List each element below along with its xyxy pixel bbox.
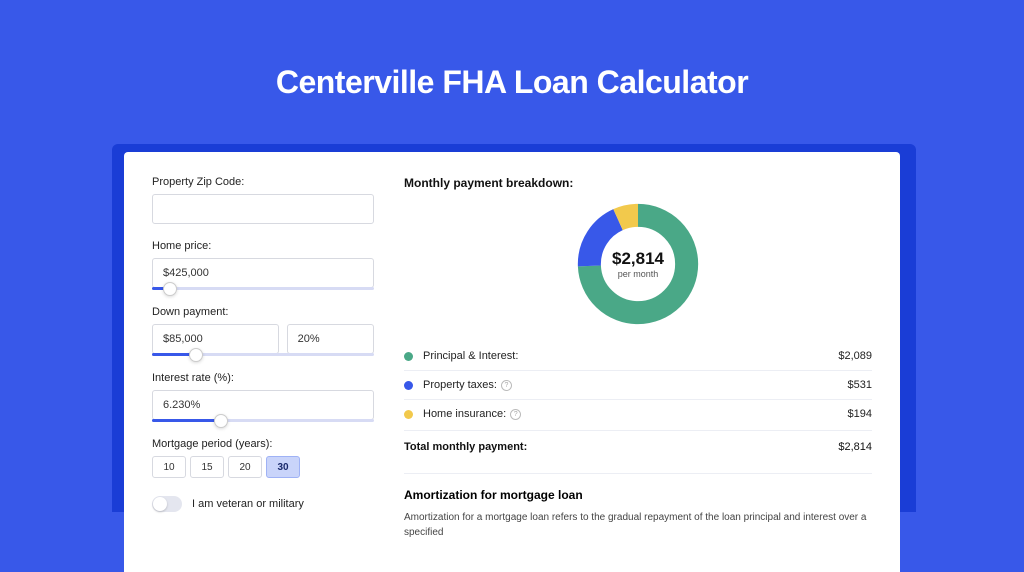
legend-dot xyxy=(404,381,413,390)
veteran-switch[interactable] xyxy=(152,496,182,512)
donut-center: $2,814 per month xyxy=(574,200,702,328)
legend-row: Principal & Interest:$2,089 xyxy=(404,342,872,371)
mortgage-period-buttons: 10152030 xyxy=(152,456,374,478)
legend-label: Property taxes:? xyxy=(423,379,848,391)
calculator-card: Property Zip Code: Home price: Down paym… xyxy=(124,152,900,572)
field-down-payment: Down payment: xyxy=(152,306,374,356)
period-btn-10[interactable]: 10 xyxy=(152,456,186,478)
down-payment-slider-thumb[interactable] xyxy=(189,348,203,362)
legend-dot xyxy=(404,352,413,361)
home-price-slider[interactable] xyxy=(152,287,374,290)
veteran-switch-knob xyxy=(153,497,167,511)
period-btn-15[interactable]: 15 xyxy=(190,456,224,478)
mortgage-period-label: Mortgage period (years): xyxy=(152,438,374,450)
down-payment-label: Down payment: xyxy=(152,306,374,318)
period-btn-20[interactable]: 20 xyxy=(228,456,262,478)
legend-value: $194 xyxy=(848,408,872,420)
period-btn-30[interactable]: 30 xyxy=(266,456,300,478)
veteran-row: I am veteran or military xyxy=(152,496,374,512)
veteran-label: I am veteran or military xyxy=(192,498,304,510)
home-price-label: Home price: xyxy=(152,240,374,252)
legend-label: Home insurance:? xyxy=(423,408,848,420)
interest-rate-input[interactable] xyxy=(152,390,374,420)
field-home-price: Home price: xyxy=(152,240,374,290)
home-price-input[interactable] xyxy=(152,258,374,288)
total-value: $2,814 xyxy=(838,441,872,453)
down-payment-input[interactable] xyxy=(152,324,279,354)
page-title: Centerville FHA Loan Calculator xyxy=(0,0,1024,133)
interest-rate-slider[interactable] xyxy=(152,419,374,422)
legend-value: $531 xyxy=(848,379,872,391)
down-payment-pct-input[interactable] xyxy=(287,324,374,354)
total-row: Total monthly payment: $2,814 xyxy=(404,430,872,467)
donut-wrap: $2,814 per month xyxy=(404,200,872,328)
legend-dot xyxy=(404,410,413,419)
legend-list: Principal & Interest:$2,089Property taxe… xyxy=(404,342,872,428)
breakdown-title: Monthly payment breakdown: xyxy=(404,176,872,190)
legend-value: $2,089 xyxy=(838,350,872,362)
donut-sub: per month xyxy=(618,269,659,279)
legend-row: Home insurance:?$194 xyxy=(404,400,872,428)
amortization-block: Amortization for mortgage loan Amortizat… xyxy=(404,473,872,540)
field-mortgage-period: Mortgage period (years): 10152030 xyxy=(152,438,374,478)
down-payment-slider[interactable] xyxy=(152,353,374,356)
zip-label: Property Zip Code: xyxy=(152,176,374,188)
donut-amount: $2,814 xyxy=(612,249,664,269)
total-label: Total monthly payment: xyxy=(404,441,838,453)
form-panel: Property Zip Code: Home price: Down paym… xyxy=(124,152,384,572)
home-price-slider-thumb[interactable] xyxy=(163,282,177,296)
amortization-text: Amortization for a mortgage loan refers … xyxy=(404,510,872,540)
legend-row: Property taxes:?$531 xyxy=(404,371,872,400)
legend-label: Principal & Interest: xyxy=(423,350,838,362)
donut-chart: $2,814 per month xyxy=(574,200,702,328)
field-zip: Property Zip Code: xyxy=(152,176,374,224)
interest-rate-slider-thumb[interactable] xyxy=(214,414,228,428)
interest-rate-slider-fill xyxy=(152,419,221,422)
breakdown-panel: Monthly payment breakdown: $2,814 per mo… xyxy=(384,152,900,572)
interest-rate-label: Interest rate (%): xyxy=(152,372,374,384)
zip-input[interactable] xyxy=(152,194,374,224)
info-icon[interactable]: ? xyxy=(510,409,521,420)
field-interest-rate: Interest rate (%): xyxy=(152,372,374,422)
info-icon[interactable]: ? xyxy=(501,380,512,391)
amortization-title: Amortization for mortgage loan xyxy=(404,488,872,502)
